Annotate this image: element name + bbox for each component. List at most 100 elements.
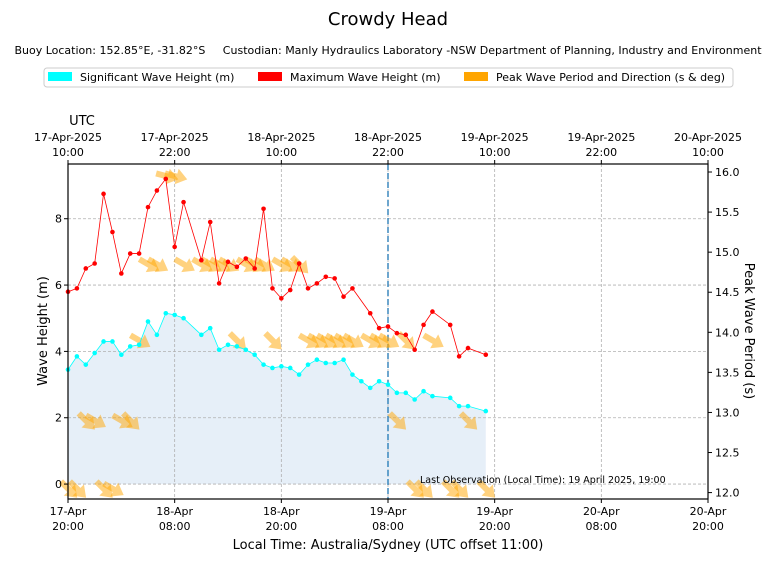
maximum-wave-point [270, 286, 275, 291]
x-tick-label: 20-Apr [583, 505, 620, 518]
significant-wave-point [270, 365, 275, 371]
significant-wave-point [385, 382, 391, 387]
maximum-wave-point [207, 219, 213, 225]
maximum-wave-point [287, 287, 293, 293]
significant-wave-point [252, 352, 257, 358]
significant-wave-point [74, 354, 80, 359]
legend-swatch-period [464, 72, 488, 81]
significant-wave-point [394, 390, 400, 396]
period-direction-arrow [94, 479, 113, 498]
y-axis-label: Wave Height (m) [36, 276, 51, 386]
significant-wave-point [181, 315, 186, 321]
maximum-wave-point [341, 294, 346, 299]
period-direction-arrow [387, 411, 407, 430]
x-tick-label: 17-Apr [50, 505, 87, 518]
maximum-wave-point [314, 281, 320, 286]
maximum-wave-point [323, 274, 329, 280]
arrow-shape [441, 479, 460, 498]
arrow-shape [84, 412, 106, 429]
x-tick-label: 08:00 [159, 520, 191, 533]
maximum-wave-point [403, 332, 409, 338]
maximum-wave-point [83, 266, 89, 271]
legend-swatch-significant [48, 72, 72, 81]
y-tick-label: 4 [55, 345, 62, 358]
period-direction-arrow [121, 411, 140, 430]
period-direction-arrow [128, 332, 151, 349]
arrow-shape [422, 332, 444, 349]
maximum-wave-point [483, 352, 489, 358]
maximum-wave-point [376, 325, 382, 331]
top-x-tick-label: 20-Apr-2025 [674, 131, 742, 144]
maximum-wave-point [430, 309, 435, 314]
maximum-wave-point [154, 188, 160, 193]
maximum-wave-point [447, 322, 453, 328]
significant-wave-area [68, 313, 486, 485]
period-direction-arrow [164, 168, 188, 185]
significant-wave-point [225, 342, 231, 348]
significant-wave-point [296, 372, 302, 377]
significant-wave-point [287, 365, 293, 371]
maximum-wave-line [67, 177, 486, 358]
significant-wave-point [279, 364, 284, 369]
maximum-wave-point [92, 261, 97, 266]
arrow-shape [377, 332, 400, 349]
arrow-shape [405, 479, 424, 498]
top-x-tick-label: 22:00 [159, 146, 191, 159]
significant-wave-point [341, 357, 346, 362]
significant-wave-point [216, 347, 222, 353]
maximum-wave-point [456, 354, 462, 359]
maximum-wave-point [145, 204, 151, 210]
top-x-tick-label: 10:00 [692, 146, 724, 159]
significant-wave-point [261, 362, 266, 367]
top-x-tick-label: 10:00 [265, 146, 297, 159]
x-tick-label: 20:00 [52, 520, 84, 533]
arrow-shape [102, 480, 124, 497]
significant-wave-point [163, 310, 169, 316]
significant-wave-point [145, 319, 151, 324]
maximum-wave-point [252, 266, 257, 271]
arrow-shape [263, 331, 282, 350]
maximum-wave-point [101, 191, 106, 197]
x-tick-label: 20:00 [265, 520, 297, 533]
top-x-tick-label: 10:00 [479, 146, 511, 159]
y2-axis-label: Peak Wave Period (s) [741, 263, 756, 399]
significant-wave-point [83, 362, 89, 367]
arrow-shape [458, 411, 478, 430]
arrow-shape [94, 479, 113, 498]
y-tick-label: 8 [55, 213, 62, 226]
period-direction-arrow [102, 480, 124, 497]
significant-wave-point [447, 395, 453, 401]
significant-wave-point [314, 357, 320, 362]
maximum-wave-point [119, 271, 124, 276]
maximum-wave-point [136, 251, 142, 256]
maximum-wave-point [296, 261, 302, 266]
x-tick-label: 20-Apr [690, 505, 727, 518]
significant-wave-point [323, 360, 329, 366]
maximum-wave-point [367, 310, 373, 316]
maximum-wave-point [216, 281, 222, 286]
top-axis-title: UTC [69, 114, 95, 129]
x-axis-label: Local Time: Australia/Sydney (UTC offset… [233, 538, 544, 553]
y-tick-label: 2 [55, 412, 62, 425]
maximum-wave-point [234, 264, 240, 270]
maximum-wave-point [243, 256, 249, 261]
legend-swatch-maximum [258, 72, 282, 81]
maximum-wave-point [127, 251, 133, 256]
x-tick-label: 20:00 [692, 520, 724, 533]
y2-tick-label: 14.0 [715, 326, 740, 339]
period-direction-arrow [263, 331, 282, 350]
significant-wave-point [243, 347, 249, 353]
arrow-shape [449, 479, 469, 498]
maximum-wave-point [332, 276, 337, 281]
period-direction-arrow [441, 479, 460, 498]
maximum-wave-point [74, 286, 80, 291]
arrow-shape [76, 411, 95, 430]
significant-wave-point [430, 393, 435, 399]
arrow-shape [387, 411, 407, 430]
maximum-wave-point [305, 286, 311, 291]
maximum-wave-point [225, 259, 231, 265]
period-direction-arrow [227, 331, 247, 350]
y-tick-label: 0 [55, 478, 62, 491]
x-tick-label: 08:00 [585, 520, 617, 533]
